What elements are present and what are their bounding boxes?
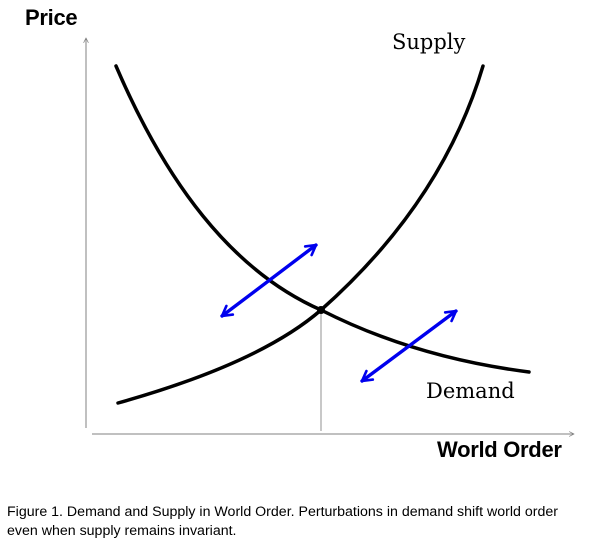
y-axis-title: Price (25, 5, 78, 30)
demand-shift-arrow-upper (220, 243, 318, 318)
demand-supply-diagram (0, 0, 593, 480)
demand-label: Demand (426, 379, 515, 403)
x-axis-title: World Order (437, 437, 562, 462)
demand-shift-arrow-lower (360, 309, 458, 383)
figure-caption: Figure 1. Demand and Supply in World Ord… (7, 504, 558, 539)
supply-label: Supply (392, 30, 466, 54)
equilibrium-point (317, 306, 325, 314)
